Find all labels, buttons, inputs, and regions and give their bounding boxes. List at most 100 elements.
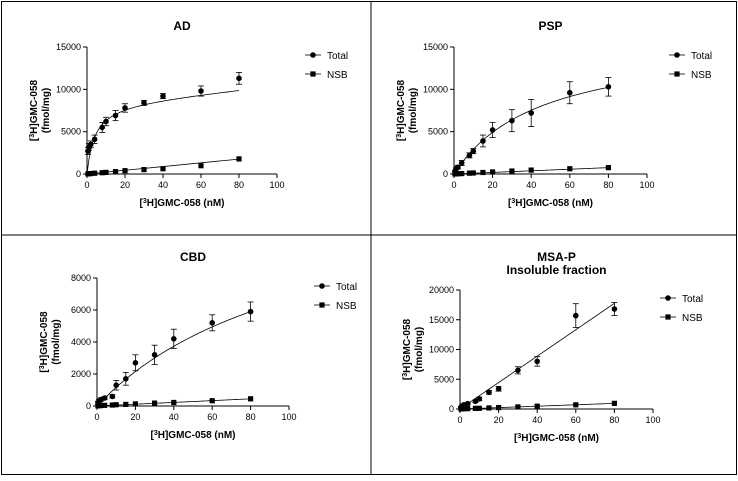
y-axis-label: [3H]GMC-058 [402, 318, 414, 380]
data-point-nsb [88, 170, 94, 177]
y-tick-label: 0 [449, 404, 454, 414]
data-point-nsb [605, 165, 611, 171]
data-point-total [489, 127, 496, 133]
fit-curve [86, 90, 240, 175]
y-tick-label: 0 [86, 401, 91, 411]
data-point-nsb [490, 169, 496, 175]
y-tick-label: 15000 [56, 42, 81, 52]
x-tick-label: 40 [158, 180, 168, 190]
x-tick-label: 80 [609, 415, 619, 425]
data-point-nsb [509, 168, 515, 174]
data-point-nsb [486, 405, 492, 411]
x-tick-label: 60 [196, 180, 206, 190]
data-point-nsb [198, 163, 204, 169]
y-tick-label: 5000 [428, 127, 448, 137]
data-point-total [509, 117, 515, 124]
series-nsb [95, 396, 254, 409]
legend-marker-nsb [674, 71, 680, 77]
x-axis-label: [3H]GMC-058 (nM) [514, 433, 599, 445]
data-point-nsb [472, 405, 479, 412]
legend-marker-total [310, 52, 316, 58]
data-point-total [103, 118, 109, 125]
legend-label: NSB [691, 70, 712, 81]
x-tick-label: 60 [571, 415, 581, 425]
x-tick-label: 80 [603, 180, 613, 190]
data-point-nsb [122, 168, 128, 174]
data-point-total [458, 160, 465, 166]
data-point-nsb [209, 398, 215, 404]
x-tick-label: 80 [234, 180, 244, 190]
data-point-nsb [92, 170, 98, 176]
data-point-nsb [466, 170, 473, 176]
y-tick-label: 6000 [71, 305, 91, 315]
data-point-total [236, 75, 242, 82]
y-tick-label: 20000 [429, 285, 454, 295]
x-tick-label: 0 [451, 180, 456, 190]
data-point-nsb [236, 156, 242, 162]
legend: Total NSB [314, 282, 357, 312]
y-axis-label: [3H]GMC-058 [29, 79, 41, 141]
y-tick-label: 15000 [423, 42, 448, 52]
data-point-total [141, 100, 147, 106]
legend-marker-nsb [319, 302, 325, 308]
data-point-nsb [459, 170, 465, 177]
y-tick-label: 0 [443, 169, 448, 179]
data-point-nsb [476, 405, 482, 411]
data-point-nsb [103, 169, 109, 175]
data-point-total [528, 110, 534, 116]
legend-label: Total [682, 294, 703, 305]
legend-marker-total [674, 52, 680, 58]
data-point-nsb [102, 402, 108, 408]
data-point-total [91, 136, 98, 143]
x-tick-label: 0 [457, 415, 462, 425]
y-tick-label: 5000 [434, 374, 454, 384]
data-point-nsb [171, 399, 177, 406]
data-point-total [209, 320, 215, 326]
data-point-nsb [567, 166, 573, 172]
legend-marker-nsb [310, 71, 316, 77]
data-point-nsb [470, 170, 476, 176]
y-axis-label: [3H]GMC-058 [39, 311, 51, 373]
y-axis-unit-label: (fmol/mg) [408, 88, 419, 134]
legend-label: NSB [682, 313, 703, 324]
x-tick-label: 60 [207, 412, 217, 422]
legend: Total NSB [660, 294, 703, 324]
y-tick-label: 15000 [429, 315, 454, 325]
data-point-nsb [455, 171, 461, 177]
y-tick-label: 8000 [71, 273, 91, 283]
data-point-nsb [611, 400, 617, 406]
chart-ad: AD 0 20 40 60 80 100 0 5000 10000 15000 [3H]GMC-058… [29, 19, 349, 209]
y-tick-label: 0 [76, 169, 81, 179]
legend-label: Total [327, 51, 348, 62]
x-tick-label: 60 [565, 180, 575, 190]
chart-cbd: CBD 0 20 40 60 80 100 0 2000 4000 6000 8000 [3H]GMC-… [39, 250, 358, 441]
x-tick-label: 0 [94, 412, 99, 422]
series-total [84, 72, 242, 175]
series-nsb [452, 165, 611, 177]
data-point-total [247, 308, 254, 315]
chart-title: AD [173, 19, 191, 33]
chart-title: PSP [538, 19, 562, 33]
data-point-nsb [132, 401, 138, 407]
series-nsb [85, 156, 242, 177]
y-tick-label: 5000 [61, 127, 81, 137]
x-tick-label: 100 [639, 180, 654, 190]
x-tick-label: 40 [526, 180, 536, 190]
x-tick-label: 100 [645, 415, 660, 425]
data-point-nsb [160, 166, 166, 172]
chart-title: MSA-P [537, 250, 576, 264]
legend-label: Total [691, 51, 712, 62]
data-point-total [113, 382, 119, 389]
legend-marker-nsb [665, 314, 671, 320]
data-point-nsb [534, 403, 540, 409]
legend: Total NSB [305, 51, 348, 81]
data-point-total [464, 400, 471, 407]
x-tick-label: 100 [269, 180, 284, 190]
data-point-total [101, 395, 108, 401]
data-point-nsb [113, 402, 119, 408]
data-point-total [495, 385, 502, 392]
data-point-total [109, 393, 116, 400]
y-axis-unit-label: (fmol/mg) [51, 319, 62, 365]
chart-title: CBD [180, 250, 206, 264]
